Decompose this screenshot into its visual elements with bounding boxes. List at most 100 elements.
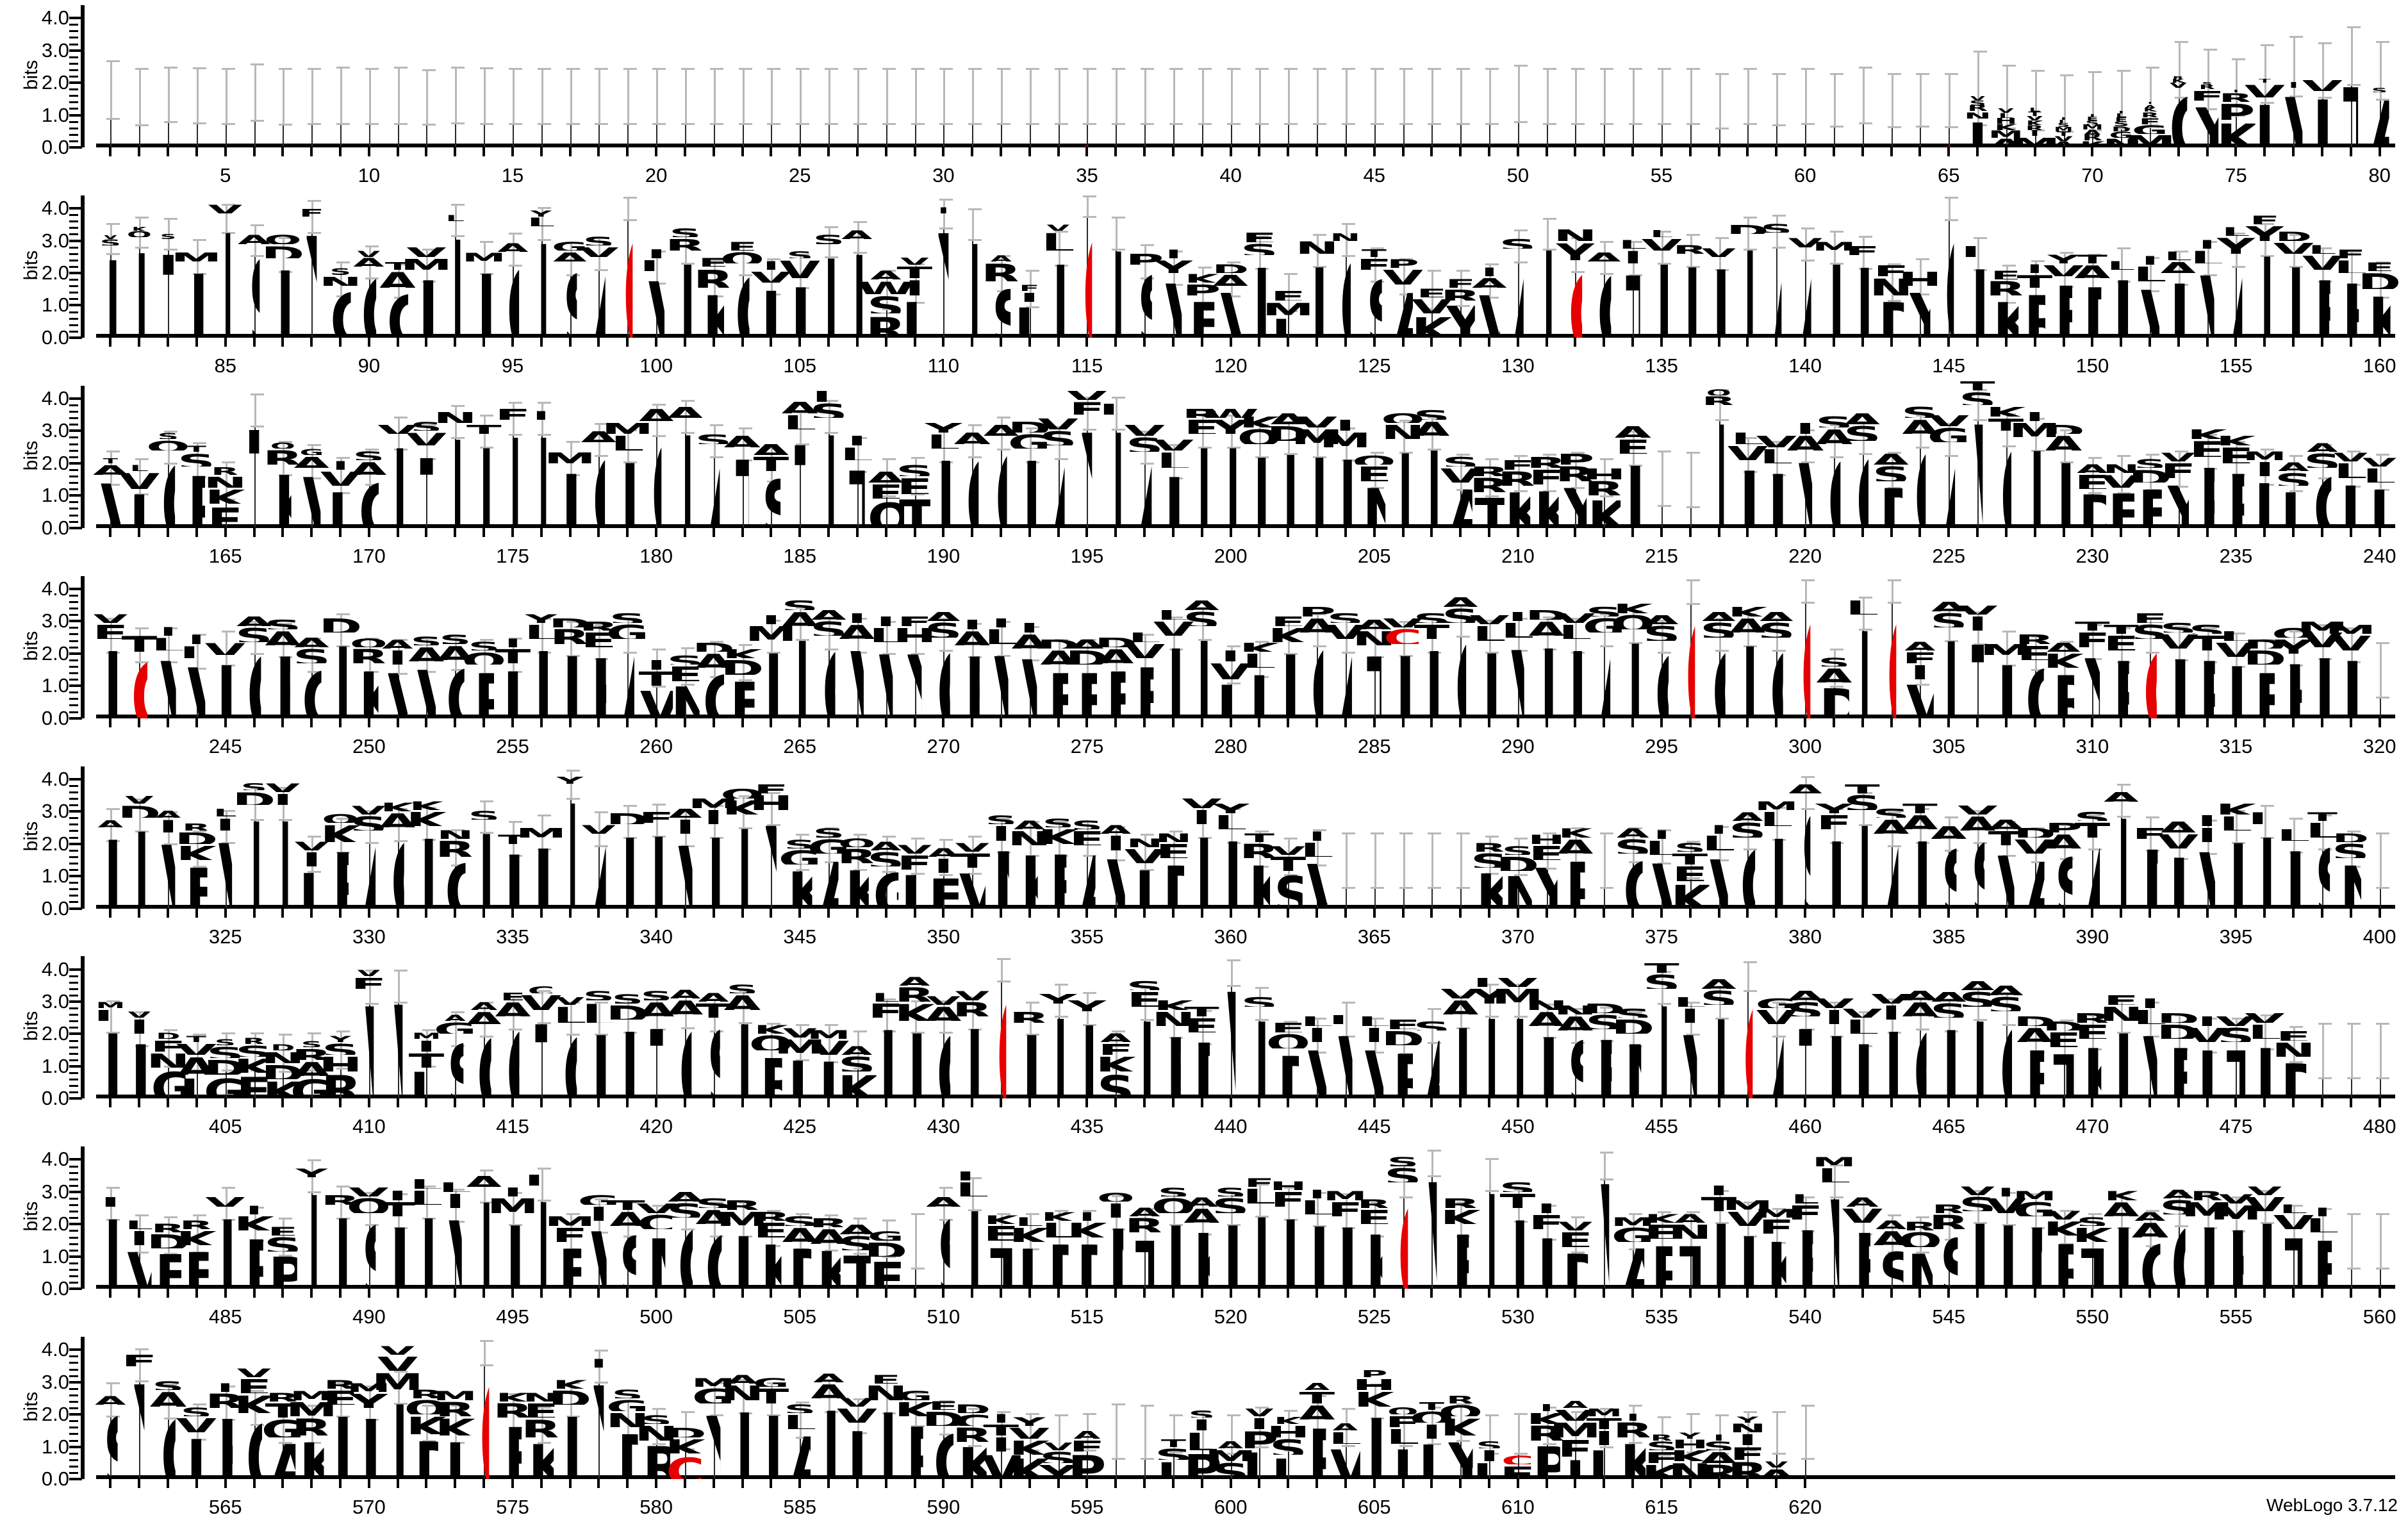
y-tick-minor — [69, 214, 78, 217]
logo-letter: A — [2025, 854, 2045, 909]
logo-letter: E — [563, 644, 577, 718]
x-tick — [626, 1478, 629, 1489]
x-tick — [1373, 1478, 1376, 1489]
logo-letter: K — [846, 863, 869, 909]
logo-letter: S — [809, 402, 848, 418]
x-tick — [827, 147, 830, 156]
y-tick-major — [69, 652, 82, 655]
logo-letter: N — [1963, 111, 1992, 119]
x-tick — [1229, 717, 1232, 727]
x-tick — [1114, 1098, 1117, 1108]
logo-stack-167: QRK — [263, 442, 303, 528]
logo-letter: N — [1504, 871, 1532, 908]
x-tick — [798, 147, 802, 156]
logo-stack-396: LE — [2248, 810, 2281, 909]
logo-stack-539: MFK — [1754, 1208, 1798, 1289]
x-tick — [1459, 336, 1462, 347]
logo-stack-83: ST — [154, 234, 183, 337]
logo-letter: A — [1512, 249, 1524, 338]
x-tick — [167, 527, 170, 537]
logo-letter: E — [1873, 263, 1909, 277]
x-tick — [884, 527, 887, 537]
x-tick-label: 35 — [1076, 164, 1098, 186]
error-bar-stem — [2379, 299, 2381, 338]
x-tick — [1171, 147, 1175, 156]
error-bar-stem — [1029, 308, 1031, 338]
x-tick-label: 325 — [208, 925, 242, 948]
x-tick — [770, 1288, 773, 1298]
logo-stack-156: FYH — [2246, 215, 2284, 338]
logo-stack-147: ERK — [1986, 270, 2026, 338]
x-tick — [1373, 336, 1376, 347]
x-tick — [712, 147, 715, 156]
logo-letter: V — [1906, 679, 1934, 718]
x-tick — [568, 907, 572, 918]
x-tick — [2033, 717, 2036, 727]
logo-letter: A — [2158, 260, 2199, 273]
logo-stack-351: VTV — [954, 842, 990, 908]
x-tick — [1401, 907, 1405, 918]
logo-stack-470: REK — [2072, 1011, 2112, 1098]
x-tick — [1832, 717, 1835, 727]
logo-letter: S — [1126, 979, 1163, 991]
error-bar — [1226, 68, 1241, 125]
y-tick-major — [69, 1032, 82, 1036]
logo-letter: G — [446, 660, 464, 718]
error-bar — [1169, 68, 1183, 125]
x-tick — [1459, 717, 1462, 727]
logo-letter: Y — [531, 210, 552, 217]
logo-letter: L — [1015, 302, 1044, 338]
logo-letter: G — [2140, 1237, 2160, 1289]
logo-letter: G — [330, 286, 350, 338]
error-bar-stem — [1345, 124, 1347, 147]
logo-letter: S — [468, 809, 500, 820]
error-bar-stem — [2063, 133, 2065, 147]
logo-letter: P — [2287, 254, 2300, 338]
error-bar-stem — [943, 229, 945, 338]
logo-letter: K — [1023, 1023, 1037, 1098]
logo-letter: T — [249, 411, 260, 528]
logo-stack-161: TAV — [90, 458, 130, 527]
x-tick — [1459, 1098, 1462, 1108]
logo-row-5: bits4.03.02.01.00.0MLIVILDENGTVALSSDGRSK… — [0, 951, 2408, 1141]
x-tick — [109, 907, 112, 918]
error-bar — [709, 68, 723, 125]
logo-letter: L — [955, 1169, 989, 1181]
x-tick — [1746, 147, 1749, 156]
logo-letter: K — [2143, 108, 2157, 112]
x-tick — [597, 1478, 600, 1489]
logo-letter: R — [1253, 444, 1266, 528]
logo-letter: S — [329, 268, 351, 275]
x-tick — [1114, 147, 1117, 156]
logo-letter: S — [1274, 871, 1302, 908]
logo-letter: N — [993, 841, 1009, 909]
x-tick — [884, 907, 887, 918]
error-bar-stem — [484, 124, 486, 147]
logo-letter: H — [1898, 269, 1942, 286]
logo-stack-550: SKT — [2072, 1216, 2113, 1289]
error-bar-stem — [1833, 265, 1835, 338]
logo-letter: E — [2314, 270, 2330, 338]
y-tick-minor — [69, 476, 78, 478]
logo-letter: R — [134, 237, 144, 337]
logo-letter: G — [937, 1021, 950, 1098]
weblogo-version-label: WebLogo 3.7.12 — [2266, 1495, 2398, 1515]
logo-letter: I — [2198, 239, 2216, 249]
logo-letter: R — [1673, 244, 1708, 254]
x-tick-label: 155 — [2219, 354, 2253, 377]
x-tick — [310, 907, 313, 918]
logo-stack-245: VI — [205, 641, 245, 718]
logo-stack-429: ARKM — [895, 976, 935, 1099]
logo-letter: W — [857, 279, 915, 294]
x-tick — [396, 717, 399, 727]
logo-stack-150: TAD — [2072, 254, 2113, 338]
error-bar — [451, 66, 465, 124]
y-tick-label: 0.0 — [41, 136, 69, 158]
y-tick-label: 1.0 — [41, 294, 69, 317]
logo-letter: T — [899, 494, 930, 528]
error-bar — [480, 67, 494, 125]
error-bar-stem — [254, 121, 256, 147]
logo-stack-175: ED — [495, 407, 531, 528]
x-tick-label: 5 — [220, 164, 231, 186]
